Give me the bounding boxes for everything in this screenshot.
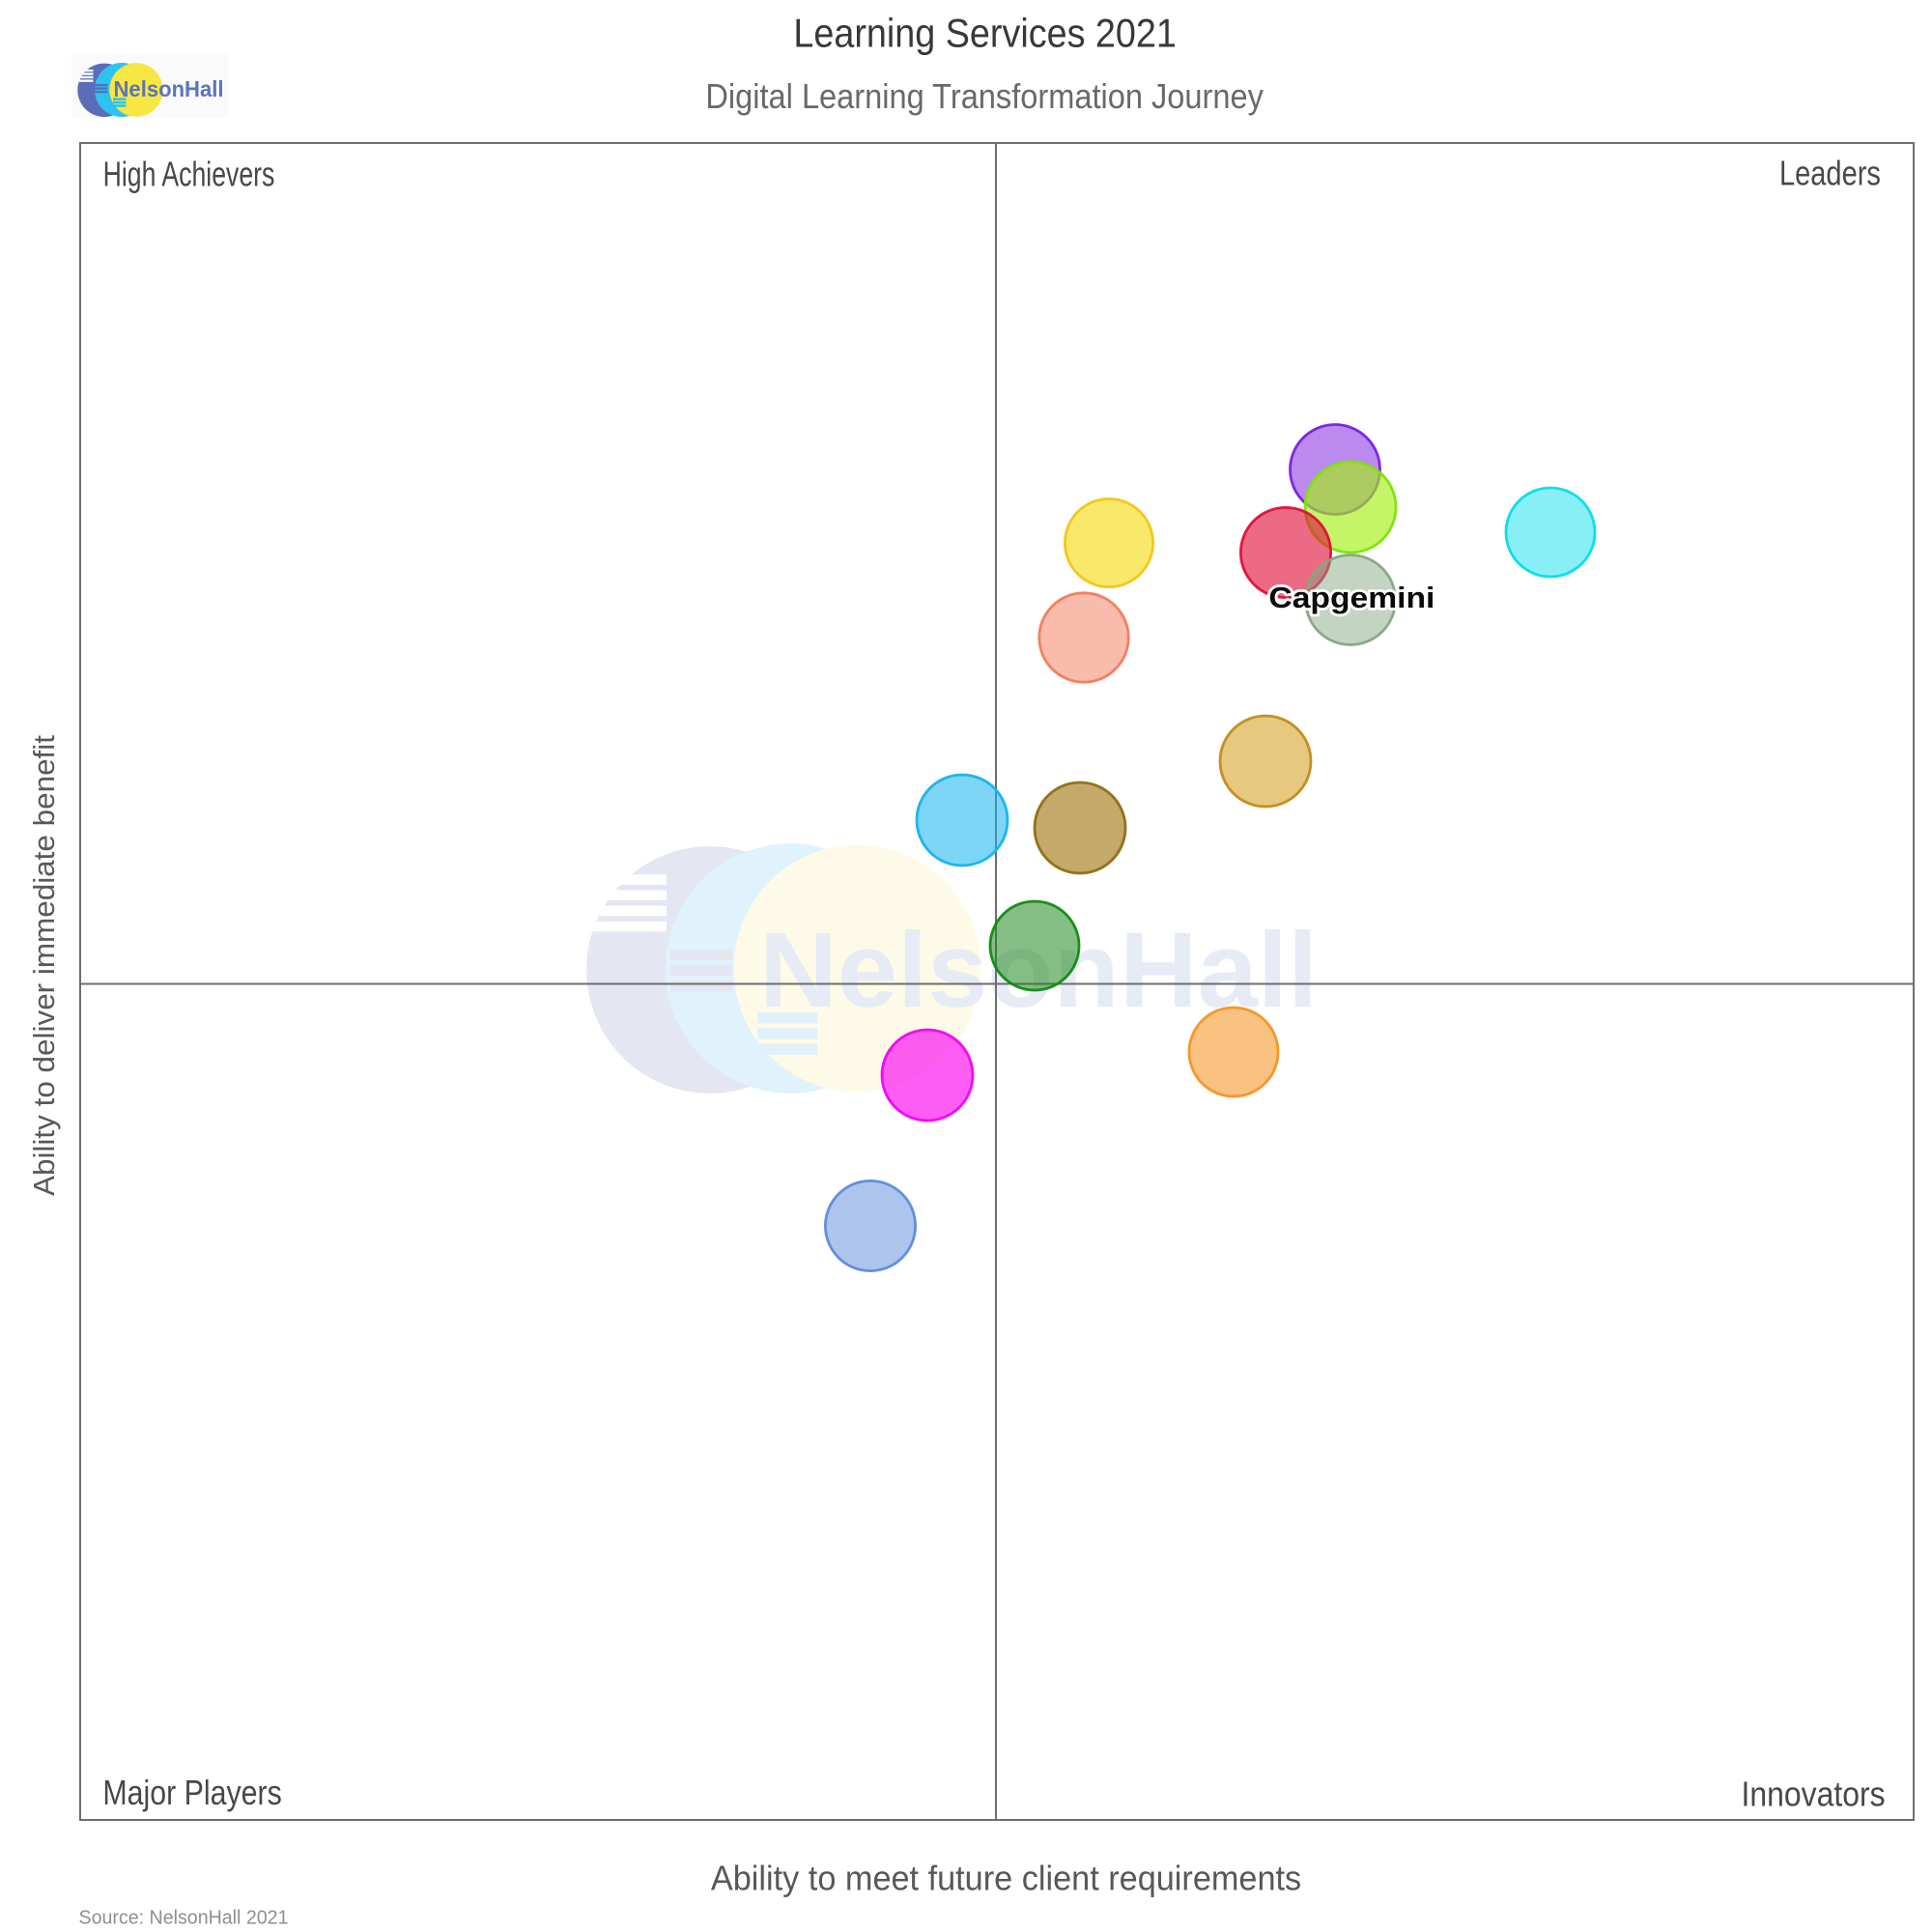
svg-text:NelsonHall: NelsonHall xyxy=(114,76,224,101)
svg-text:Ability to deliver immediate b: Ability to deliver immediate benefit xyxy=(27,735,61,1196)
svg-text:Ability to meet future client: Ability to meet future client requiremen… xyxy=(711,1859,1301,1898)
svg-text:High Achievers: High Achievers xyxy=(103,155,275,194)
svg-text:Digital Learning Transformatio: Digital Learning Transformation Journey xyxy=(705,76,1264,116)
svg-text:Capgemini: Capgemini xyxy=(1268,581,1435,614)
svg-text:Source: NelsonHall 2021: Source: NelsonHall 2021 xyxy=(79,1908,289,1929)
svg-text:Leaders: Leaders xyxy=(1779,154,1881,193)
svg-text:Learning Services 2021: Learning Services 2021 xyxy=(793,11,1177,56)
svg-text:Innovators: Innovators xyxy=(1742,1775,1886,1814)
svg-text:Major Players: Major Players xyxy=(102,1773,281,1812)
